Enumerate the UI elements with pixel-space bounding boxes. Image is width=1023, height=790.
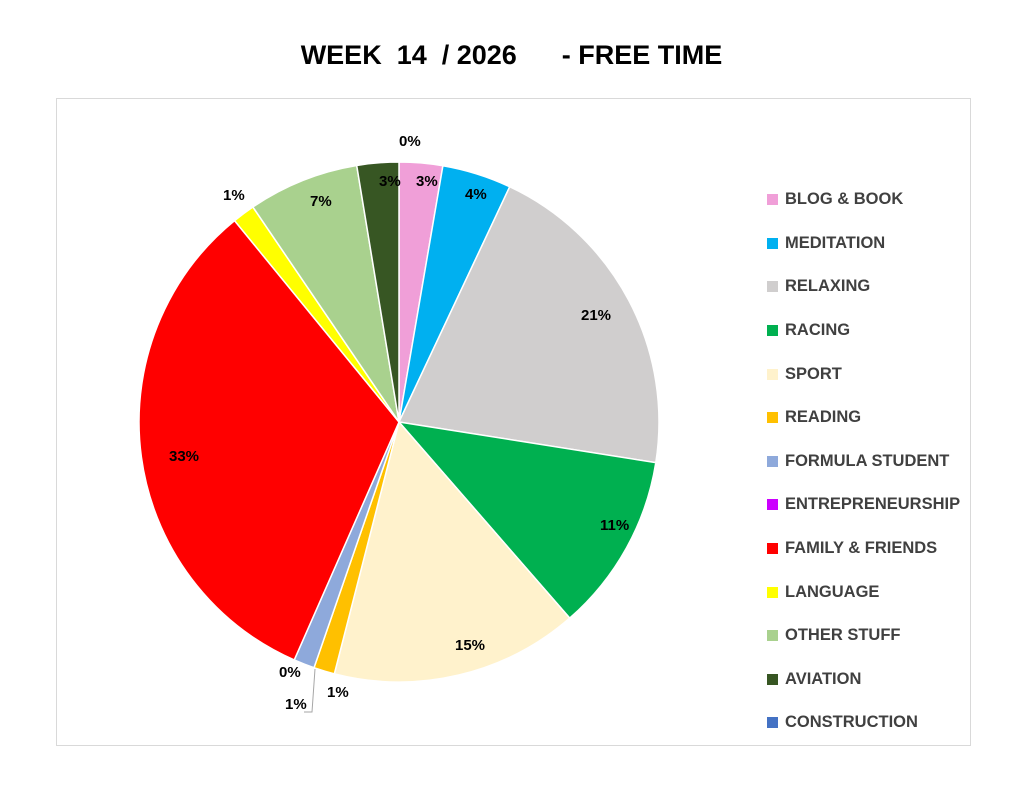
data-label-blog-and-book: 3% bbox=[416, 173, 438, 190]
data-label-other-stuff: 7% bbox=[310, 193, 332, 210]
legend-label: READING bbox=[785, 408, 862, 427]
legend-label: SPORT bbox=[785, 364, 842, 383]
data-label-meditation: 4% bbox=[465, 186, 487, 203]
leader-line bbox=[304, 668, 316, 713]
legend-swatch bbox=[767, 194, 778, 206]
data-label-construction: 0% bbox=[399, 133, 421, 150]
legend-label: LANGUAGE bbox=[785, 582, 880, 601]
legend-label: RACING bbox=[785, 321, 851, 340]
pie-slice-family-and-friends bbox=[138, 219, 400, 661]
legend-item-meditation: MEDITATION bbox=[767, 222, 960, 266]
legend-swatch bbox=[767, 368, 778, 380]
legend-label: MEDITATION bbox=[785, 233, 886, 252]
pie-slice-racing bbox=[397, 420, 657, 620]
legend-swatch bbox=[767, 499, 778, 511]
legend-item-relaxing: RELAXING bbox=[767, 265, 960, 309]
data-label-aviation: 3% bbox=[379, 173, 401, 190]
legend-item-blog-and-book: BLOG & BOOK bbox=[767, 178, 960, 222]
legend-item-language: LANGUAGE bbox=[767, 570, 960, 614]
legend-label: RELAXING bbox=[785, 277, 871, 296]
plot-area: 3% 4% 21% 11% 15% 1% 1% 0% 33% 1% 7% 3% 0% bbox=[56, 98, 971, 746]
legend-swatch bbox=[767, 455, 778, 467]
pie-chart: 3% 4% 21% 11% 15% 1% 1% 0% 33% 1% 7% 3% 0% bbox=[138, 133, 660, 713]
legend-item-construction: CONSTRUCTION bbox=[767, 701, 960, 745]
data-label-sport: 15% bbox=[455, 637, 485, 654]
pie-slice-aviation bbox=[355, 161, 400, 423]
legend-label: AVIATION bbox=[785, 669, 862, 688]
legend-item-aviation: AVIATION bbox=[767, 658, 960, 702]
legend-item-formula-student: FORMULA STUDENT bbox=[767, 440, 960, 484]
legend-swatch bbox=[767, 673, 778, 685]
data-label-language: 1% bbox=[223, 187, 245, 204]
pie-slice-relaxing bbox=[397, 185, 660, 464]
data-label-racing: 11% bbox=[600, 517, 629, 534]
legend-item-entrepreneurship: ENTREPRENEURSHIP bbox=[767, 483, 960, 527]
legend-item-family-and-friends: FAMILY & FRIENDS bbox=[767, 527, 960, 571]
legend-swatch bbox=[767, 237, 778, 249]
legend-label: BLOG & BOOK bbox=[785, 190, 904, 209]
legend-item-other-stuff: OTHER STUFF bbox=[767, 614, 960, 658]
data-label-entrepreneurship: 0% bbox=[279, 664, 301, 681]
legend-swatch bbox=[767, 543, 778, 555]
legend-label: FAMILY & FRIENDS bbox=[785, 539, 938, 558]
legend-swatch bbox=[767, 717, 778, 729]
data-label-family-and-friends: 33% bbox=[169, 448, 199, 465]
pie-slice-sport bbox=[333, 420, 571, 683]
data-label-reading: 1% bbox=[327, 684, 349, 701]
legend-item-sport: SPORT bbox=[767, 352, 960, 396]
legend-item-racing: RACING bbox=[767, 309, 960, 353]
legend-label: CONSTRUCTION bbox=[785, 713, 918, 732]
pie-slice-other-stuff bbox=[251, 164, 400, 423]
legend-label: FORMULA STUDENT bbox=[785, 451, 950, 470]
legend-swatch bbox=[767, 586, 778, 598]
legend-item-reading: READING bbox=[767, 396, 960, 440]
legend-swatch bbox=[767, 325, 778, 337]
legend: BLOG & BOOK MEDITATION RELAXING RACING SPORT… bbox=[767, 178, 960, 745]
data-label-formula-student: 1% bbox=[285, 696, 307, 713]
legend-label: OTHER STUFF bbox=[785, 626, 901, 645]
data-label-relaxing: 21% bbox=[581, 307, 611, 324]
legend-swatch bbox=[767, 412, 778, 424]
legend-swatch bbox=[767, 281, 778, 293]
legend-label: ENTREPRENEURSHIP bbox=[785, 495, 961, 514]
legend-swatch bbox=[767, 630, 778, 642]
chart-title: WEEK 14 / 2026 - FREE TIME bbox=[300, 40, 723, 70]
